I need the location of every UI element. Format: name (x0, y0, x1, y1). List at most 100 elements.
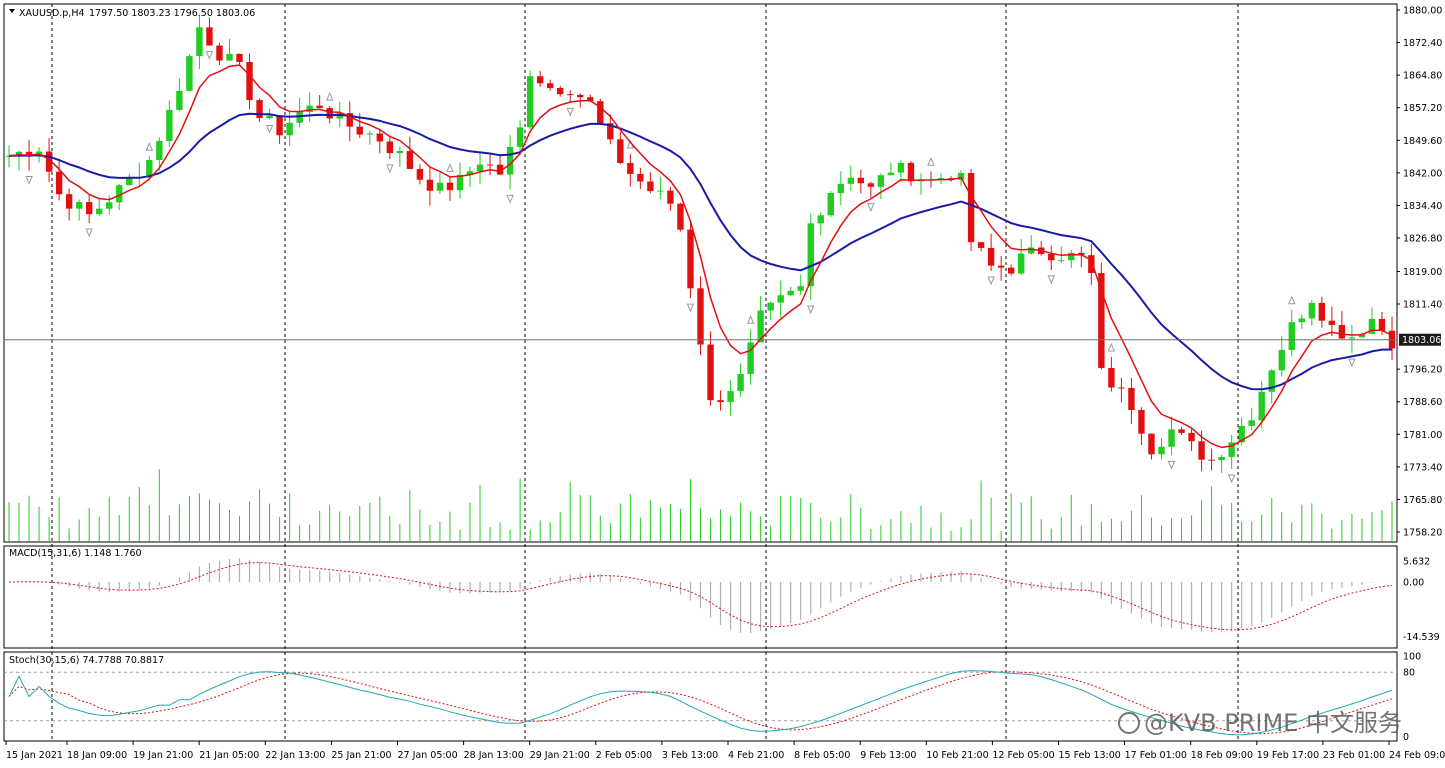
candle-body (1068, 252, 1075, 261)
candle-body (1218, 456, 1225, 461)
candle-body (416, 168, 424, 180)
candle-body (1318, 302, 1326, 321)
time-tick-label: 8 Feb 05:00 (794, 750, 850, 761)
price-tick-label: 1880.00 (1403, 6, 1442, 17)
candle-body (1108, 367, 1115, 388)
candle-body (156, 140, 163, 161)
candle-body (506, 146, 514, 175)
candle-body (476, 164, 484, 172)
time-tick-label: 27 Jan 05:00 (398, 750, 458, 761)
time-tick-label: 24 Feb 09:00 (1389, 750, 1445, 761)
candle-body (807, 223, 814, 287)
fractal-marker (506, 194, 514, 204)
candle-body (536, 76, 544, 84)
candle-body (617, 139, 624, 164)
candle-body (1288, 322, 1295, 350)
candle-body (276, 115, 283, 136)
ohlc-label: 1797.50 1803.23 1796.50 1803.06 (89, 8, 255, 19)
time-tick-label: 18 Jan 09:00 (67, 750, 127, 761)
fractal-marker (25, 176, 33, 185)
candle-body (1238, 425, 1245, 443)
fractal-marker (205, 51, 214, 60)
candle-body (546, 83, 554, 88)
symbol-label: XAUUSD.p,H4 (19, 8, 85, 19)
candle-body (1298, 318, 1305, 323)
candle-body (176, 90, 183, 110)
candle-body (827, 193, 834, 216)
candle-body (707, 344, 714, 401)
candle-body (1208, 459, 1215, 461)
time-tick-label: 17 Feb 01:00 (1125, 750, 1187, 761)
candle-body (216, 45, 223, 61)
candle-body (757, 310, 764, 343)
candle-body (737, 374, 744, 392)
price-tick-label: 1788.60 (1403, 397, 1442, 408)
price-tick-label: 1826.80 (1403, 234, 1442, 245)
candle-body (857, 177, 865, 184)
time-tick-label: 4 Feb 21:00 (728, 750, 784, 761)
candle-body (1338, 325, 1346, 339)
candle-body (186, 56, 193, 91)
candle-body (1348, 337, 1356, 339)
candle-body (166, 109, 173, 141)
candle-body (637, 173, 644, 182)
fractal-marker (446, 163, 454, 173)
candle-body (1308, 302, 1316, 319)
price-tick-label: 1864.80 (1403, 71, 1442, 82)
stoch-tick-label: 80 (1403, 668, 1415, 679)
candle-body (116, 185, 123, 203)
candle-body (817, 215, 824, 224)
candle-body (386, 141, 394, 154)
candle-body (556, 87, 564, 95)
time-tick-label: 28 Jan 13:00 (464, 750, 524, 761)
current-price-label: 1803.06 (1402, 335, 1441, 346)
price-tick-label: 1849.60 (1403, 136, 1442, 147)
candle-body (96, 208, 103, 215)
candle-body (867, 183, 875, 187)
candle-body (1017, 253, 1025, 274)
candle-body (987, 247, 995, 266)
time-tick-label: 21 Jan 05:00 (199, 750, 259, 761)
time-tick-label: 19 Feb 17:00 (1257, 750, 1319, 761)
fractal-marker (867, 203, 875, 213)
price-tick-label: 1872.40 (1403, 38, 1442, 49)
candle-body (65, 194, 73, 209)
fast-ma-line (8, 64, 1393, 449)
candle-body (246, 61, 253, 101)
candle-body (286, 122, 293, 136)
dropdown-triangle-icon (9, 9, 15, 13)
stoch-label: Stoch(30,15,6) 74.7788 70.8817 (9, 655, 164, 666)
candle-body (567, 94, 574, 96)
time-tick-label: 10 Feb 21:00 (926, 750, 988, 761)
candle-body (316, 105, 323, 109)
fractal-marker (265, 124, 274, 134)
candle-body (667, 190, 674, 204)
candle-body (697, 288, 704, 345)
fractal-marker (386, 164, 394, 174)
candle-body (206, 27, 213, 46)
fractal-marker (85, 228, 93, 238)
candle-body (1278, 349, 1285, 371)
candle-body (1248, 420, 1255, 426)
candle-body (1178, 429, 1185, 433)
volume-bars (8, 469, 1393, 541)
candle-body (887, 172, 895, 176)
candle-body (256, 100, 263, 119)
time-tick-label: 25 Jan 21:00 (331, 750, 391, 761)
candle-body (456, 174, 464, 191)
time-tick-label: 15 Feb 13:00 (1059, 750, 1121, 761)
logo-icon (1118, 712, 1140, 734)
candle-body (486, 164, 494, 166)
fractal-marker (1107, 342, 1116, 352)
candle-body (1048, 254, 1055, 261)
candle-body (727, 391, 734, 403)
candle-body (376, 133, 384, 142)
candle-body (356, 126, 363, 135)
candle-body (1058, 260, 1065, 262)
candle-body (1148, 433, 1155, 455)
time-tick-label: 18 Feb 09:00 (1191, 750, 1253, 761)
candle-body (15, 151, 23, 156)
candle-body (1188, 432, 1195, 442)
time-tick-label: 9 Feb 13:00 (860, 750, 916, 761)
